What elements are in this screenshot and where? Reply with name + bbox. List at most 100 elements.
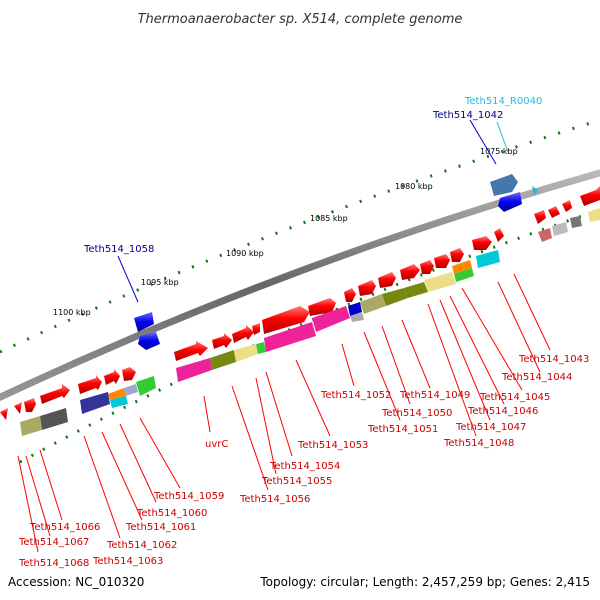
feature-bar [176, 358, 212, 382]
forward-arrow-icon[interactable] [434, 254, 450, 268]
feature-bar [256, 342, 266, 354]
gene-label[interactable]: Teth514_1055 [261, 476, 332, 487]
forward-genes [0, 186, 600, 420]
forward-arrow-icon[interactable] [0, 408, 8, 420]
feature-bar [20, 416, 42, 436]
feature-bar [404, 282, 428, 298]
reverse-arrow-icon[interactable] [490, 174, 518, 196]
forward-arrow-icon[interactable] [78, 375, 102, 394]
topology-text: Topology: circular; Length: 2,457,259 bp… [259, 575, 590, 589]
reverse-genes [134, 174, 538, 350]
scale-ticks-outer [0, 118, 600, 354]
forward-arrow-icon[interactable] [344, 288, 356, 302]
gene-label[interactable]: Teth514_1047 [455, 422, 526, 433]
forward-arrow-icon[interactable] [40, 384, 70, 404]
feature-bar [234, 344, 258, 362]
feature-bar [552, 222, 568, 236]
feature-bar [588, 208, 600, 222]
feature-bar [382, 288, 408, 306]
gene-label-reverse[interactable]: Teth514_1042 [432, 110, 503, 121]
gene-label[interactable]: Teth514_1046 [467, 406, 538, 417]
gene-label[interactable]: Teth514_1045 [479, 392, 550, 403]
forward-arrow-icon[interactable] [534, 210, 546, 224]
feature-bar [454, 268, 474, 282]
feature-bar [312, 306, 350, 332]
scale-label: 1080 kbp [395, 182, 433, 191]
gene-label[interactable]: Teth514_1053 [297, 440, 368, 451]
feature-bar [264, 322, 316, 352]
feature-bar [360, 294, 386, 314]
gene-label[interactable]: Teth514_1044 [501, 372, 572, 383]
feature-bar [570, 216, 582, 228]
forward-arrow-icon[interactable] [378, 272, 396, 288]
gene-label[interactable]: Teth514_1059 [153, 491, 224, 502]
gene-label[interactable]: Teth514_1068 [18, 558, 89, 569]
forward-arrow-icon[interactable] [104, 369, 120, 385]
gene-label[interactable]: Teth514_1043 [518, 354, 589, 365]
gene-label[interactable]: Teth514_1067 [18, 537, 89, 548]
forward-arrow-icon[interactable] [24, 398, 36, 412]
gene-label[interactable]: Teth514_1049 [399, 390, 470, 401]
forward-arrow-icon[interactable] [262, 306, 310, 334]
feature-bar [40, 408, 68, 430]
forward-arrow-icon[interactable] [450, 248, 464, 262]
accession-text: Accession: NC_010320 [8, 575, 144, 589]
forward-arrow-icon[interactable] [232, 325, 254, 343]
gene-label-rna[interactable]: Teth514_R0040 [464, 96, 542, 107]
gene-label[interactable]: Teth514_1054 [269, 461, 340, 472]
scale-label: 1085 kbp [310, 214, 348, 223]
reverse-arrow-icon[interactable] [138, 332, 160, 350]
forward-arrow-icon[interactable] [562, 200, 572, 212]
forward-arrow-icon[interactable] [548, 206, 560, 218]
forward-arrow-icon[interactable] [420, 260, 434, 274]
gene-label[interactable]: Teth514_1050 [381, 408, 452, 419]
gene-label[interactable]: Teth514_1066 [29, 522, 100, 533]
feature-bar [424, 272, 456, 292]
map-title: Thermoanaerobacter sp. X514, complete ge… [138, 12, 463, 27]
gene-label[interactable]: Teth514_1051 [367, 424, 438, 435]
forward-arrow-icon[interactable] [400, 264, 420, 280]
scale-label: 1090 kbp [226, 249, 264, 258]
forward-arrow-icon[interactable] [252, 323, 260, 335]
feature-bar [538, 228, 552, 242]
scale-label: 1100 kbp [53, 308, 91, 317]
reverse-arrow-icon[interactable] [498, 192, 522, 212]
feature-bar [80, 392, 110, 414]
reverse-connector [117, 255, 139, 303]
feature-bar [124, 384, 138, 396]
feature-bar [136, 376, 156, 396]
feature-bar [348, 302, 362, 316]
gene-label[interactable]: Teth514_1056 [239, 494, 310, 505]
feature-bar [452, 260, 472, 274]
reverse-arrow-icon[interactable] [134, 312, 154, 332]
feature-bar [476, 250, 500, 268]
gene-label[interactable]: Teth514_1061 [125, 522, 196, 533]
gene-label[interactable]: Teth514_1052 [320, 390, 391, 401]
gene-label-reverse[interactable]: Teth514_1058 [83, 244, 154, 255]
gene-label[interactable]: Teth514_1062 [106, 540, 177, 551]
gene-label[interactable]: Teth514_1060 [136, 508, 207, 519]
feature-bar [108, 388, 126, 400]
forward-arrow-icon[interactable] [358, 280, 376, 296]
forward-arrow-icon[interactable] [308, 298, 336, 316]
forward-arrow-icon[interactable] [14, 402, 22, 414]
feature-bar [350, 312, 364, 322]
forward-arrow-icon[interactable] [122, 367, 136, 381]
gene-label[interactable]: Teth514_1063 [92, 556, 163, 567]
feature-bars [20, 208, 600, 436]
scale-label: 1075 kbp [480, 147, 518, 156]
forward-arrow-icon[interactable] [494, 228, 504, 242]
feature-bar [110, 396, 128, 408]
rna-arrow-icon[interactable] [532, 186, 538, 196]
reverse-connector [469, 119, 497, 165]
forward-arrow-icon[interactable] [212, 333, 232, 349]
forward-arrow-icon[interactable] [580, 186, 600, 206]
forward-arrow-icon[interactable] [472, 236, 492, 250]
rna-connector [496, 121, 509, 153]
gene-label[interactable]: uvrC [205, 439, 228, 450]
label-connectors [17, 273, 551, 553]
feature-bar [210, 350, 236, 370]
forward-arrow-icon[interactable] [174, 341, 208, 361]
gene-label[interactable]: Teth514_1048 [443, 438, 514, 449]
